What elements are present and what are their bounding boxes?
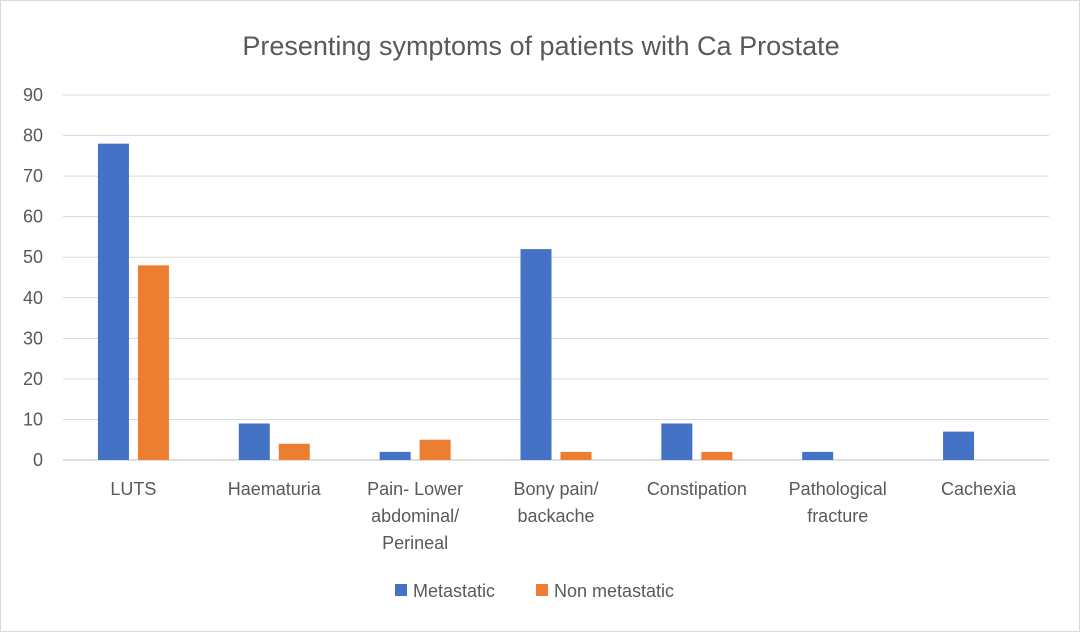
- bar-metastatic: [661, 423, 693, 460]
- bar-metastatic: [97, 143, 129, 460]
- x-axis-labels: LUTS Haematuria Pain- Lower abdominal/Perin…: [110, 479, 1017, 553]
- x-category-label: Bony pain/backache: [513, 479, 598, 526]
- x-category-label: Cachexia: [941, 479, 1017, 499]
- y-tick-label: 60: [23, 207, 43, 227]
- bar-non-metastatic: [278, 443, 310, 460]
- bar-non-metastatic: [137, 265, 169, 460]
- y-tick-label: 10: [23, 409, 43, 429]
- bar-non-metastatic: [701, 451, 733, 460]
- gridlines: [63, 94, 1049, 461]
- x-category-label: Constipation: [647, 479, 747, 499]
- x-category-label: Pain- Lower abdominal/Perineal: [367, 479, 463, 553]
- legend: Metastatic Non metastatic: [395, 581, 674, 601]
- chart-title: Presenting symptoms of patients with Ca …: [242, 31, 839, 61]
- y-tick-label: 80: [23, 126, 43, 146]
- bar-non-metastatic: [560, 451, 592, 460]
- y-axis-ticks: 0 10 20 30 40 50 60 70 80 90: [23, 85, 43, 470]
- x-category-label: LUTS: [110, 479, 156, 499]
- x-category-label: Pathological fracture: [789, 479, 887, 526]
- bar-metastatic: [238, 423, 270, 460]
- bar-metastatic: [379, 451, 411, 460]
- bar-metastatic: [943, 431, 975, 460]
- bars: [97, 143, 975, 460]
- legend-swatch: [536, 584, 548, 596]
- y-tick-label: 0: [33, 450, 43, 470]
- y-tick-label: 20: [23, 369, 43, 389]
- y-tick-label: 90: [23, 85, 43, 105]
- bar-metastatic: [802, 451, 834, 460]
- x-category-label: Haematuria: [228, 479, 322, 499]
- bar-non-metastatic: [419, 439, 451, 460]
- y-tick-label: 30: [23, 328, 43, 348]
- legend-label: Non metastatic: [554, 581, 674, 601]
- y-tick-label: 70: [23, 166, 43, 186]
- legend-swatch: [395, 584, 407, 596]
- y-tick-label: 40: [23, 288, 43, 308]
- legend-label: Metastatic: [413, 581, 495, 601]
- bar-metastatic: [520, 249, 552, 460]
- y-tick-label: 50: [23, 247, 43, 267]
